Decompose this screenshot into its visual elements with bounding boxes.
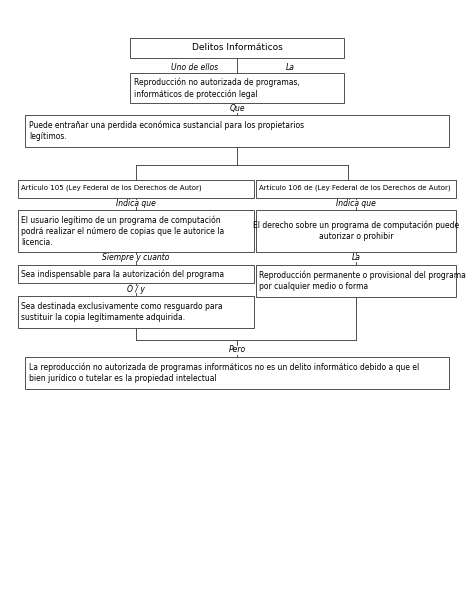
Text: Uno de ellos: Uno de ellos xyxy=(172,63,219,72)
Text: Ó / y: Ó / y xyxy=(127,284,145,294)
Bar xyxy=(130,73,344,103)
Bar xyxy=(25,115,449,147)
Bar xyxy=(256,210,456,252)
Bar xyxy=(18,210,254,252)
Bar xyxy=(18,296,254,328)
Text: Indica que: Indica que xyxy=(116,199,156,207)
Text: La: La xyxy=(352,254,360,262)
Bar xyxy=(130,38,344,58)
Bar xyxy=(25,357,449,389)
Bar xyxy=(18,265,254,283)
Text: Siempre y cuanto: Siempre y cuanto xyxy=(102,254,170,262)
Text: Sea indispensable para la autorización del programa: Sea indispensable para la autorización d… xyxy=(21,269,224,279)
Text: La: La xyxy=(285,63,294,72)
Text: El derecho sobre un programa de computación puede
autorizar o prohibir: El derecho sobre un programa de computac… xyxy=(253,221,459,242)
Bar xyxy=(256,265,456,297)
Text: Puede entrañar una perdida económica sustancial para los propietarios
legítimos.: Puede entrañar una perdida económica sus… xyxy=(29,121,304,142)
Bar xyxy=(256,180,456,198)
Text: Indica que: Indica que xyxy=(336,199,376,207)
Bar xyxy=(18,180,254,198)
Text: Artículo 105 (Ley Federal de los Derechos de Autor): Artículo 105 (Ley Federal de los Derecho… xyxy=(21,186,201,192)
Text: La reproducción no autorizada de programas informáticos no es un delito informát: La reproducción no autorizada de program… xyxy=(29,363,419,383)
Text: Delitos Informáticos: Delitos Informáticos xyxy=(191,44,283,53)
Text: El usuario legítimo de un programa de computación
podrá realizar el número de co: El usuario legítimo de un programa de co… xyxy=(21,215,224,247)
Text: Pero: Pero xyxy=(228,346,246,354)
Text: Reproducción no autorizada de programas,
informáticos de protección legal: Reproducción no autorizada de programas,… xyxy=(134,77,300,99)
Text: Que: Que xyxy=(229,104,245,113)
Text: Artículo 106 de (Ley Federal de los Derechos de Autor): Artículo 106 de (Ley Federal de los Dere… xyxy=(259,186,450,192)
Text: Sea destinada exclusivamente como resguardo para
sustituir la copia legítimament: Sea destinada exclusivamente como resgua… xyxy=(21,302,222,322)
Text: Reproducción permanente o provisional del programa
por cualquier medio o forma: Reproducción permanente o provisional de… xyxy=(259,271,466,291)
